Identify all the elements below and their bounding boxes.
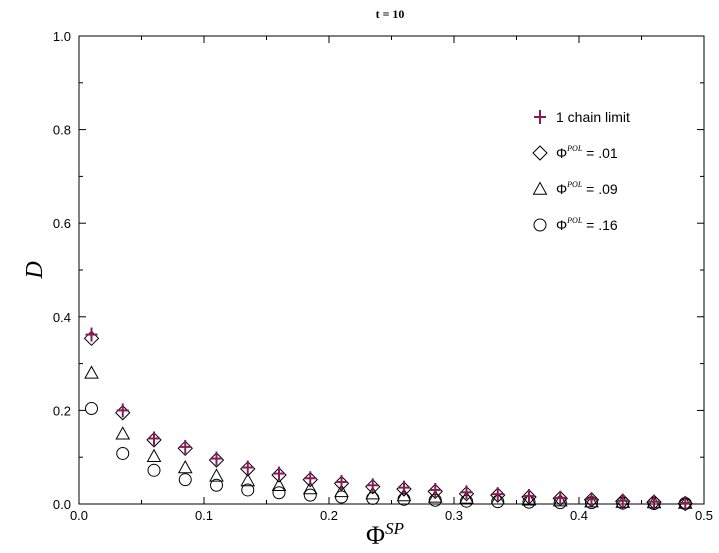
plus-point — [241, 460, 254, 475]
plus-point — [304, 471, 317, 486]
diamond-point — [490, 487, 506, 503]
x-tick-label: 0.4 — [570, 508, 588, 523]
plus-point — [585, 492, 598, 507]
circle-point — [241, 483, 255, 497]
plot-frame — [78, 35, 705, 505]
triangle-point — [521, 492, 537, 506]
x-tick-label: 0.0 — [70, 508, 88, 523]
legend-marker-plus — [534, 110, 546, 124]
diamond-point — [646, 494, 662, 510]
data-series — [83, 327, 693, 512]
plus-point — [85, 327, 98, 342]
x-axis-label-base: Φ — [366, 521, 385, 550]
legend-marker-diamond — [532, 145, 548, 161]
triangle-point — [302, 481, 318, 495]
diamond-point — [677, 495, 693, 512]
plus-point — [273, 466, 285, 481]
triangle-point — [334, 483, 349, 498]
plus-point — [210, 451, 223, 466]
circle-point — [210, 478, 223, 492]
y-tick-label: 0.8 — [53, 123, 71, 138]
triangle-point — [396, 488, 412, 502]
series-circle — [85, 402, 692, 511]
diamond-point — [552, 490, 568, 507]
triangle-point — [146, 448, 162, 462]
x-tick-label: 0.1 — [195, 508, 213, 523]
circle-point — [85, 402, 98, 416]
triangle-point — [177, 459, 193, 474]
legend-entry: ΦPOL = .01 — [556, 144, 618, 161]
plus-point — [366, 478, 379, 493]
diamond-point — [521, 489, 537, 505]
triangle-point — [84, 365, 99, 379]
legend-entry-sup: POL — [566, 180, 583, 189]
legend-entry-base: Φ — [556, 145, 567, 161]
y-tick-label: 1.0 — [53, 29, 71, 44]
x-tick-label: 0.2 — [320, 508, 338, 523]
legend-entry-base: Φ — [556, 181, 567, 197]
legend-marker-triangle — [532, 181, 548, 195]
plus-point — [616, 493, 629, 508]
triangle-point — [427, 489, 443, 503]
y-tick-label: 0.2 — [53, 403, 71, 418]
x-axis-label-sup: SP — [385, 519, 404, 538]
plus-point — [679, 496, 692, 511]
legend-entry: ΦPOL = .09 — [556, 180, 618, 197]
circle-point — [116, 446, 130, 460]
diamond-point — [83, 330, 100, 347]
triangle-point — [240, 473, 256, 487]
x-tick-label: 0.3 — [445, 508, 463, 523]
plus-point — [523, 489, 535, 504]
plus-point — [429, 482, 442, 497]
y-axis-label: D — [22, 261, 48, 279]
plus-point — [554, 490, 567, 505]
x-tick-label: 0.5 — [695, 508, 713, 523]
plus-point — [335, 475, 348, 490]
legend-entry-text: = .09 — [582, 181, 618, 197]
triangle-point — [115, 426, 131, 440]
legend-entry-text: = .16 — [582, 217, 618, 233]
legend-entry: 1 chain limit — [556, 109, 630, 125]
plus-point — [398, 480, 410, 495]
legend-marker-circle — [533, 218, 547, 232]
plus-point — [648, 494, 660, 509]
triangle-point — [209, 468, 224, 482]
triangle-point — [365, 486, 381, 500]
plus-point — [148, 431, 160, 446]
plus-point — [491, 487, 504, 502]
diamond-point — [583, 492, 600, 508]
axis-tick-labels: 0.0 0.1 0.2 0.3 0.4 0.5 0.0 0.2 0.4 0.6 0.8 1.0 — [53, 29, 713, 523]
legend-entry-base: Φ — [556, 217, 567, 233]
series-triangle — [84, 365, 693, 509]
plus-point — [116, 403, 129, 418]
x-axis-label: ΦSP — [366, 519, 404, 550]
legend-entry-sup: POL — [566, 144, 583, 153]
legend-entry-text: = .01 — [582, 145, 618, 161]
axis-ticks — [78, 35, 705, 505]
y-tick-label: 0.0 — [53, 497, 71, 512]
series-diamond — [83, 330, 693, 512]
y-tick-label: 0.6 — [53, 216, 71, 231]
diamond-point — [615, 493, 631, 509]
chart-title: t = 10 — [376, 7, 405, 21]
circle-point — [178, 473, 192, 487]
triangle-point — [271, 477, 287, 491]
plus-point — [460, 485, 473, 500]
circle-point — [303, 488, 317, 502]
y-tick-label: 0.4 — [53, 310, 71, 325]
plus-point — [179, 439, 192, 454]
series-plus — [85, 327, 692, 511]
legend-entry-sup: POL — [566, 216, 583, 225]
circle-point — [147, 463, 161, 477]
legend-entry: ΦPOL = .16 — [556, 216, 618, 233]
circle-point — [272, 486, 286, 500]
